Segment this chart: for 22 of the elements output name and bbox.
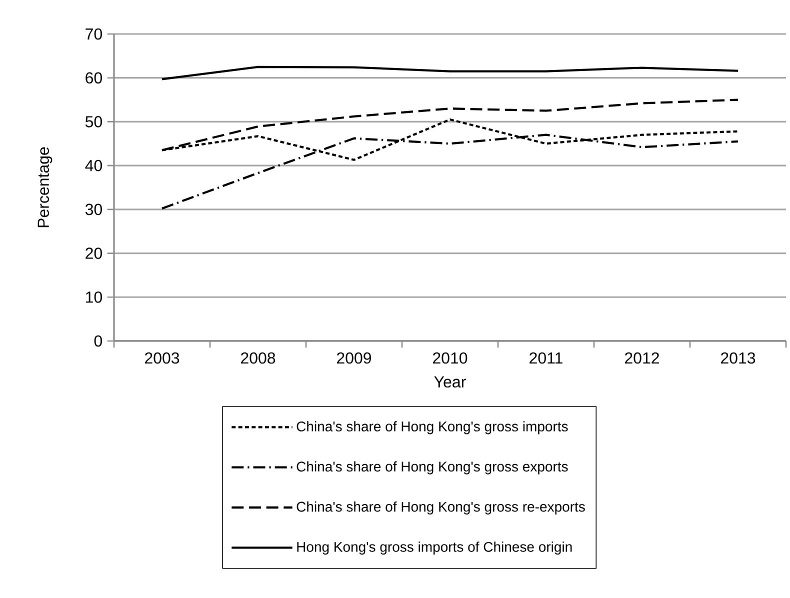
y-tick-label: 30 (85, 204, 102, 216)
legend-label: Hong Kong's gross imports of Chinese origin (297, 542, 572, 555)
legend-label: China's share of Hong Kong's gross imports (296, 421, 568, 434)
y-axis-title: Percentage (38, 147, 52, 228)
x-tick-label: 2010 (432, 352, 468, 364)
x-tick-label: 2012 (624, 352, 659, 364)
x-tick-label: 2009 (336, 352, 372, 364)
legend-label: China's share of Hong Kong's gross re-exports (296, 501, 585, 514)
x-tick-label: 2011 (530, 352, 562, 364)
y-tick-label: 20 (86, 248, 102, 259)
y-tick-label: 50 (85, 116, 102, 128)
line-series (160, 66, 740, 80)
x-tick-label: 2003 (145, 352, 180, 364)
y-tick-label: 40 (85, 160, 102, 172)
y-tick-label: 10 (86, 291, 102, 303)
legend-label: China's share of Hong Kong's gross exports (296, 461, 568, 474)
x-tick-label: 2008 (240, 352, 276, 364)
y-tick-label: 70 (86, 28, 102, 40)
x-tick-label: 2013 (720, 352, 756, 364)
y-tick-label: 0 (94, 335, 102, 347)
x-axis-title: Year (434, 376, 466, 388)
y-tick-label: 60 (86, 72, 102, 84)
